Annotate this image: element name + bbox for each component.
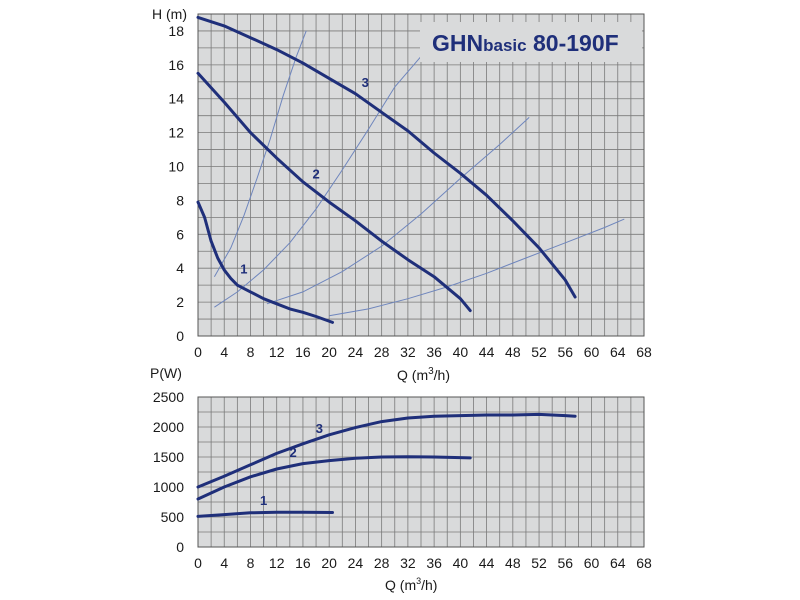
head-x-tick-label: 52: [531, 344, 547, 360]
power-curve-2: [196, 455, 472, 501]
power-curve-3: [196, 412, 577, 489]
power-x-tick-label: 28: [374, 555, 390, 571]
head-y-tick-label: 8: [176, 192, 184, 208]
power-x-tick-label: 20: [321, 555, 337, 571]
power-x-tick-label: 16: [295, 555, 311, 571]
power-curve-label-1: 1: [260, 493, 267, 508]
head-plot-frame: [197, 13, 645, 337]
head-x-tick-label: 56: [558, 344, 574, 360]
chart-title: GHNbasic 80-190F: [432, 30, 619, 56]
head-x-tick-label: 64: [610, 344, 626, 360]
head-curve-labels: 1 2 3: [240, 75, 369, 276]
head-series: [196, 15, 577, 324]
head-curve-label-2: 2: [312, 166, 319, 181]
power-x-tick-label: 4: [220, 555, 228, 571]
power-series: [196, 412, 577, 518]
head-x-tick-label: 60: [584, 344, 600, 360]
power-y-tick-label: 2000: [153, 419, 184, 435]
power-x-tick-label: 44: [479, 555, 495, 571]
head-y-tick-label: 10: [168, 159, 184, 175]
head-y-tick-label: 0: [176, 328, 184, 344]
power-x-tick-label: 56: [558, 555, 574, 571]
power-curve-label-3: 3: [316, 421, 323, 436]
head-x-axis-label: Q (m3/h): [397, 366, 450, 383]
head-curve-3: [196, 15, 577, 299]
head-y-tick-label: 18: [168, 23, 184, 39]
power-curve-1: [196, 510, 334, 518]
power-y-tick-label: 1500: [153, 449, 184, 465]
power-chart: 0 4 8 12 16 20 24 28 32 36 40 44 48 52 56 60 64 68 050010…: [150, 365, 652, 593]
head-x-tick-label: 0: [194, 344, 202, 360]
head-y-tick-label: 2: [176, 294, 184, 310]
power-x-tick-label: 8: [247, 555, 255, 571]
head-curve-2: [196, 71, 472, 313]
power-x-axis-label: Q (m3/h): [385, 576, 437, 593]
head-x-tick-label: 36: [426, 344, 442, 360]
head-y-tick-label: 4: [176, 260, 184, 276]
power-plot-frame: [197, 396, 645, 548]
head-curve-label-3: 3: [362, 75, 369, 90]
head-x-tick-label: 48: [505, 344, 521, 360]
power-x-ticks: 0 4 8 12 16 20 24 28 32 36 40 44 48 52 56 60 64 68: [194, 555, 652, 571]
head-y-tick-label: 16: [168, 57, 184, 73]
system-curve: [266, 117, 530, 305]
head-y-tick-label: 12: [168, 125, 184, 141]
head-x-tick-label: 28: [374, 344, 390, 360]
power-curve-labels: 1 2 3: [260, 421, 323, 508]
power-x-tick-label: 0: [194, 555, 202, 571]
head-grid: [197, 13, 645, 337]
head-system-curves: [213, 30, 625, 317]
power-y-tick-label: 500: [161, 509, 185, 525]
power-x-tick-label: 52: [531, 555, 547, 571]
head-x-tick-label: 8: [247, 344, 255, 360]
head-x-tick-label: 16: [295, 344, 311, 360]
head-x-tick-label: 32: [400, 344, 416, 360]
power-curve-label-2: 2: [289, 445, 296, 460]
head-y-tick-label: 14: [168, 91, 184, 107]
head-x-tick-label: 4: [220, 344, 228, 360]
power-x-tick-label: 24: [348, 555, 364, 571]
head-y-axis-label: H (m): [152, 6, 187, 22]
head-x-tick-label: 40: [453, 344, 469, 360]
system-curve: [214, 56, 422, 308]
head-y-tick-label: 6: [176, 226, 184, 242]
head-x-tick-label: 68: [636, 344, 652, 360]
power-x-tick-label: 64: [610, 555, 626, 571]
power-x-tick-label: 68: [636, 555, 652, 571]
power-y-tick-label: 2500: [153, 389, 184, 405]
system-curve: [213, 30, 307, 277]
head-x-tick-label: 20: [321, 344, 337, 360]
head-x-tick-label: 44: [479, 344, 495, 360]
power-y-axis-label: P(W): [150, 365, 182, 381]
power-y-tick-label: 1000: [153, 479, 184, 495]
power-y-tick-label: 0: [176, 539, 184, 555]
power-y-ticks: 0 500 1000 1500 2000 2500: [153, 389, 184, 555]
head-y-ticks: 0 2 4 6 8 10 12 14 16 18: [168, 23, 184, 344]
power-x-tick-label: 32: [400, 555, 416, 571]
system-curve: [329, 218, 625, 317]
power-x-tick-label: 48: [505, 555, 521, 571]
head-curve-1: [196, 200, 334, 324]
head-chart: 0 4 8 12 16 20 24 28 32 36 40 44 48 52 56 60 64 68 024681…: [152, 6, 652, 383]
head-x-tick-label: 24: [348, 344, 364, 360]
power-x-tick-label: 36: [426, 555, 442, 571]
power-x-tick-label: 12: [269, 555, 285, 571]
power-x-tick-label: 60: [584, 555, 600, 571]
head-curve-label-1: 1: [240, 261, 247, 276]
head-x-tick-label: 12: [269, 344, 285, 360]
title-box: [420, 22, 642, 62]
head-x-ticks: 0 4 8 12 16 20 24 28 32 36 40 44 48 52 56 60 64 68: [194, 344, 652, 360]
power-x-tick-label: 40: [453, 555, 469, 571]
